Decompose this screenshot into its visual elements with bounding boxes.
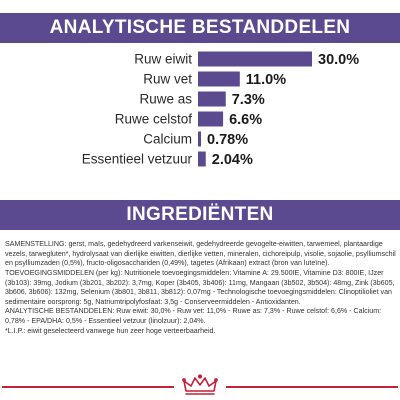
analysis-title: ANALYTISCHE BESTANDDELEN <box>49 17 351 38</box>
bar <box>198 51 312 67</box>
additives-paragraph: TOEVOEGINGSMIDDELEN (per kg): Nutritione… <box>5 268 395 306</box>
value-label: 11.0% <box>246 72 286 88</box>
category-label: Ruw vet <box>143 72 192 87</box>
divider-left <box>2 386 174 388</box>
bar <box>198 71 240 87</box>
value-label: 0.78% <box>207 132 248 148</box>
category-label: Ruw eiwit <box>134 52 192 67</box>
nutrient-bar-chart: Ruw eiwit 30.0% Ruw vet 11.0% Ruwe as 7.3% Ruw… <box>82 51 359 168</box>
ingredients-text: SAMENSTELLING: gerst, maïs, gedehydreerd… <box>5 240 397 336</box>
footnote-paragraph: *L.I.P.: eiwit geselecteerd vanwege hun … <box>5 326 216 335</box>
bar <box>198 131 201 147</box>
ingredients-title: INGREDIËNTEN <box>126 204 274 225</box>
divider-right <box>226 386 398 388</box>
royal-canin-crown-logo <box>176 372 224 398</box>
value-label: 2.04% <box>212 152 253 168</box>
category-label: Ruwe celstof <box>115 112 193 127</box>
analysis-header: ANALYTISCHE BESTANDDELEN <box>0 13 400 43</box>
value-label: 7.3% <box>232 92 265 108</box>
bar <box>198 91 226 107</box>
category-label: Essentieel vetzuur <box>82 152 193 167</box>
analysis-paragraph: ANALYTISCHE BESTANDDELEN: Ruw eiwit: 30,… <box>5 307 382 326</box>
bar <box>198 151 206 167</box>
category-label: Ruwe as <box>139 92 192 107</box>
bar <box>198 111 224 127</box>
value-label: 6.6% <box>229 112 262 128</box>
composition-paragraph: SAMENSTELLING: gerst, maïs, gedehydreerd… <box>5 240 396 268</box>
category-label: Calcium <box>143 132 192 147</box>
value-label: 30.0% <box>318 52 359 68</box>
ingredients-header: INGREDIËNTEN <box>0 200 400 230</box>
